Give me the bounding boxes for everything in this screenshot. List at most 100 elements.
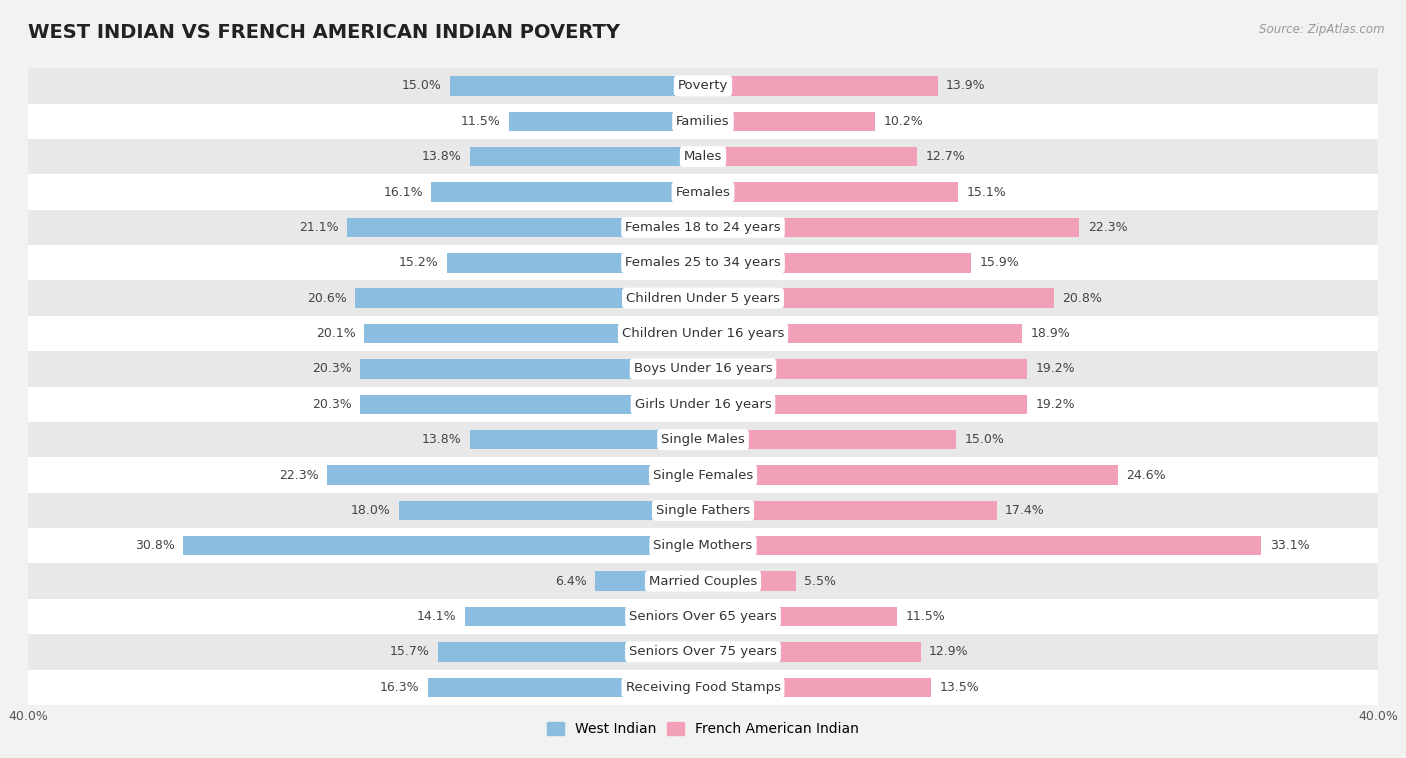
- Text: Females: Females: [675, 186, 731, 199]
- Bar: [703, 218, 1080, 237]
- Bar: [703, 111, 875, 131]
- Text: 11.5%: 11.5%: [905, 610, 945, 623]
- Text: 10.2%: 10.2%: [883, 114, 924, 128]
- Text: Source: ZipAtlas.com: Source: ZipAtlas.com: [1260, 23, 1385, 36]
- Bar: [183, 536, 703, 556]
- Text: 24.6%: 24.6%: [1126, 468, 1166, 481]
- Text: 13.5%: 13.5%: [939, 681, 979, 694]
- Text: Single Fathers: Single Fathers: [657, 504, 749, 517]
- Bar: [28, 68, 1378, 104]
- Bar: [28, 210, 1378, 245]
- Text: Married Couples: Married Couples: [650, 575, 756, 587]
- Text: 20.1%: 20.1%: [316, 327, 356, 340]
- Text: Poverty: Poverty: [678, 80, 728, 92]
- Bar: [28, 245, 1378, 280]
- Text: 5.5%: 5.5%: [804, 575, 837, 587]
- Bar: [364, 324, 703, 343]
- Bar: [470, 147, 703, 167]
- Bar: [360, 359, 703, 379]
- Text: Seniors Over 65 years: Seniors Over 65 years: [628, 610, 778, 623]
- Bar: [703, 430, 956, 449]
- Bar: [470, 430, 703, 449]
- Bar: [465, 607, 703, 626]
- Text: 6.4%: 6.4%: [555, 575, 586, 587]
- Bar: [360, 394, 703, 414]
- Text: 14.1%: 14.1%: [418, 610, 457, 623]
- Bar: [703, 465, 1118, 485]
- Bar: [28, 174, 1378, 210]
- Bar: [703, 288, 1054, 308]
- Bar: [28, 563, 1378, 599]
- Text: 20.6%: 20.6%: [308, 292, 347, 305]
- Text: 15.0%: 15.0%: [965, 433, 1004, 446]
- Text: 12.7%: 12.7%: [925, 150, 966, 163]
- Text: 20.3%: 20.3%: [312, 362, 352, 375]
- Text: Families: Families: [676, 114, 730, 128]
- Bar: [28, 316, 1378, 351]
- Bar: [439, 642, 703, 662]
- Text: 15.7%: 15.7%: [389, 645, 430, 659]
- Bar: [28, 457, 1378, 493]
- Bar: [703, 536, 1261, 556]
- Text: 13.8%: 13.8%: [422, 433, 461, 446]
- Bar: [356, 288, 703, 308]
- Text: 15.0%: 15.0%: [402, 80, 441, 92]
- Text: 22.3%: 22.3%: [278, 468, 318, 481]
- Bar: [595, 572, 703, 591]
- Text: 19.2%: 19.2%: [1035, 362, 1076, 375]
- Text: 15.9%: 15.9%: [980, 256, 1019, 269]
- Bar: [703, 253, 972, 273]
- Bar: [28, 104, 1378, 139]
- Text: 18.9%: 18.9%: [1031, 327, 1070, 340]
- Text: Seniors Over 75 years: Seniors Over 75 years: [628, 645, 778, 659]
- Bar: [703, 572, 796, 591]
- Bar: [703, 501, 997, 520]
- Text: 15.1%: 15.1%: [966, 186, 1005, 199]
- Text: Females 18 to 24 years: Females 18 to 24 years: [626, 221, 780, 234]
- Bar: [427, 678, 703, 697]
- Bar: [703, 147, 917, 167]
- Bar: [703, 324, 1022, 343]
- Bar: [28, 493, 1378, 528]
- Text: Boys Under 16 years: Boys Under 16 years: [634, 362, 772, 375]
- Bar: [28, 139, 1378, 174]
- Text: 12.9%: 12.9%: [929, 645, 969, 659]
- Bar: [703, 607, 897, 626]
- Text: Males: Males: [683, 150, 723, 163]
- Bar: [28, 387, 1378, 422]
- Text: 20.8%: 20.8%: [1063, 292, 1102, 305]
- Text: 20.3%: 20.3%: [312, 398, 352, 411]
- Bar: [703, 394, 1026, 414]
- Bar: [450, 77, 703, 96]
- Bar: [28, 422, 1378, 457]
- Text: 16.3%: 16.3%: [380, 681, 419, 694]
- Bar: [703, 359, 1026, 379]
- Bar: [28, 599, 1378, 634]
- Bar: [326, 465, 703, 485]
- Text: Girls Under 16 years: Girls Under 16 years: [634, 398, 772, 411]
- Text: Females 25 to 34 years: Females 25 to 34 years: [626, 256, 780, 269]
- Text: 16.1%: 16.1%: [384, 186, 423, 199]
- Bar: [399, 501, 703, 520]
- Text: 22.3%: 22.3%: [1088, 221, 1128, 234]
- Text: Single Mothers: Single Mothers: [654, 539, 752, 553]
- Text: Children Under 16 years: Children Under 16 years: [621, 327, 785, 340]
- Bar: [28, 669, 1378, 705]
- Bar: [509, 111, 703, 131]
- Text: 30.8%: 30.8%: [135, 539, 174, 553]
- Bar: [28, 528, 1378, 563]
- Text: 18.0%: 18.0%: [352, 504, 391, 517]
- Bar: [703, 183, 957, 202]
- Legend: West Indian, French American Indian: West Indian, French American Indian: [547, 722, 859, 736]
- Text: 11.5%: 11.5%: [461, 114, 501, 128]
- Text: 33.1%: 33.1%: [1270, 539, 1309, 553]
- Text: 21.1%: 21.1%: [299, 221, 339, 234]
- Text: Single Females: Single Females: [652, 468, 754, 481]
- Bar: [28, 351, 1378, 387]
- Bar: [447, 253, 703, 273]
- Bar: [28, 634, 1378, 669]
- Bar: [703, 678, 931, 697]
- Text: 17.4%: 17.4%: [1005, 504, 1045, 517]
- Text: Children Under 5 years: Children Under 5 years: [626, 292, 780, 305]
- Text: Receiving Food Stamps: Receiving Food Stamps: [626, 681, 780, 694]
